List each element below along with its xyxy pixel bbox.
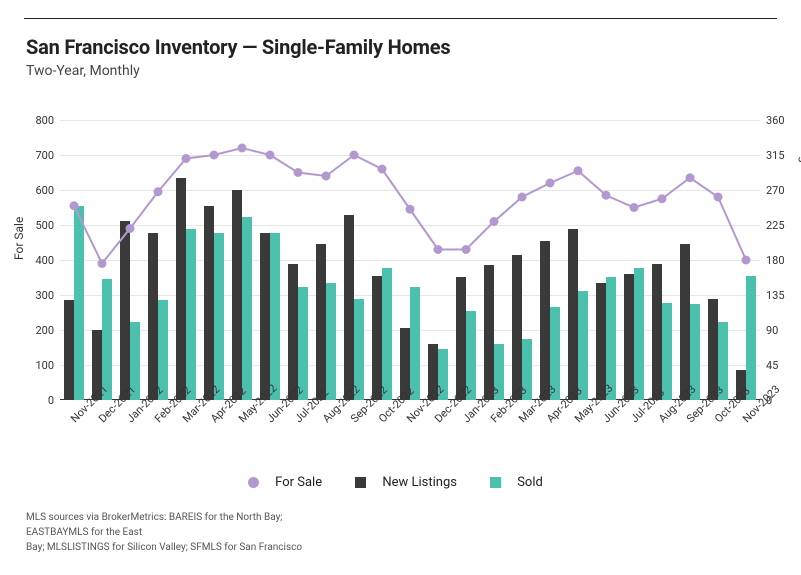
bar-sold [270, 233, 280, 400]
bar-new-listings [456, 277, 466, 400]
footnote-line: MLS sources via BrokerMetrics: BAREIS fo… [26, 510, 346, 540]
y-left-tick: 500 [24, 219, 54, 232]
bar-new-listings [288, 264, 298, 400]
bar-sold [606, 277, 616, 400]
bar-sold [578, 291, 588, 400]
square-icon [490, 477, 501, 488]
legend-sold: Sold [490, 475, 553, 490]
bar-sold [298, 287, 308, 400]
bar-sold [382, 268, 392, 400]
y-left-tick: 100 [24, 359, 54, 372]
bar-new-listings [64, 300, 74, 400]
chart-container: San Francisco Inventory — Single-Family … [0, 0, 801, 575]
y-left-tick: 300 [24, 289, 54, 302]
page-title: San Francisco Inventory — Single-Family … [26, 35, 450, 59]
bar-new-listings [680, 244, 690, 400]
legend-for-sale: For Sale [248, 475, 332, 490]
bar-new-listings [176, 178, 186, 400]
y-right-tick: 180 [766, 254, 796, 267]
y-right-tick: 270 [766, 184, 796, 197]
bar-new-listings [372, 276, 382, 400]
bar-sold [158, 300, 168, 400]
bar-new-listings [148, 233, 158, 400]
y-left-tick: 700 [24, 149, 54, 162]
bar-new-listings [624, 274, 634, 400]
bar-new-listings [316, 244, 326, 400]
y-right-tick: 225 [766, 219, 796, 232]
y-right-tick: 90 [766, 324, 796, 337]
y-right-tick: 135 [766, 289, 796, 302]
footnote-line: Bay; MLSLISTINGS for Silicon Valley; SFM… [26, 540, 346, 555]
bar-new-listings [652, 264, 662, 400]
bar-new-listings [344, 215, 354, 400]
legend-new-listings: New Listings [355, 475, 467, 490]
bar-new-listings [568, 229, 578, 400]
y-left-tick: 400 [24, 254, 54, 267]
bar-sold [326, 283, 336, 400]
square-icon [355, 477, 366, 488]
bar-new-listings [484, 265, 494, 400]
footnote: MLS sources via BrokerMetrics: BAREIS fo… [26, 510, 346, 555]
circle-icon [248, 477, 259, 488]
top-rule [24, 18, 777, 19]
bar-sold [102, 279, 112, 400]
bar-sold [662, 303, 672, 400]
y-right-tick: 315 [766, 149, 796, 162]
x-axis-labels: Nov-2021Dec-2021Jan-2022Feb-2022Mar-2022… [60, 410, 760, 480]
bar-new-listings [232, 190, 242, 400]
plot-area: For Sale New Listings and Sold Homes 010… [60, 120, 760, 400]
bar-new-listings [260, 233, 270, 400]
legend: For Sale New Listings Sold [0, 475, 801, 492]
bar-sold [242, 217, 252, 400]
bars-layer [60, 120, 760, 400]
bar-new-listings [204, 206, 214, 400]
y-left-tick: 200 [24, 324, 54, 337]
bar-sold [214, 233, 224, 400]
bar-sold [186, 229, 196, 400]
page-subtitle: Two-Year, Monthly [26, 63, 140, 79]
bar-sold [410, 287, 420, 400]
y-left-tick: 0 [24, 394, 54, 407]
bar-sold [746, 276, 756, 400]
bar-sold [74, 206, 84, 400]
y-left-tick: 600 [24, 184, 54, 197]
y-right-tick: 360 [766, 114, 796, 127]
bar-sold [634, 268, 644, 400]
bar-new-listings [120, 221, 130, 400]
bar-new-listings [540, 241, 550, 400]
y-right-tick: 45 [766, 359, 796, 372]
y-left-tick: 800 [24, 114, 54, 127]
bar-new-listings [512, 255, 522, 400]
